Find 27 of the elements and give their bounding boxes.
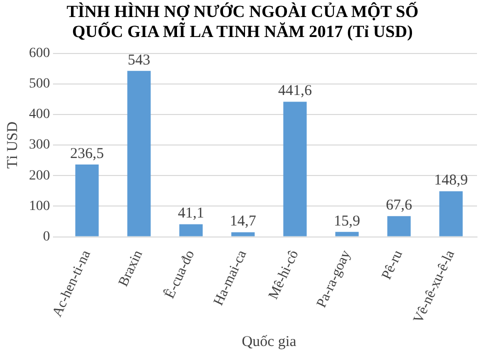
x-axis-title: Quốc gia: [242, 334, 297, 350]
bar: [283, 102, 307, 236]
bar: [439, 191, 463, 236]
y-tick-label: 300: [29, 138, 50, 153]
data-label: 14,7: [230, 214, 257, 230]
bar: [231, 232, 255, 236]
bar: [335, 232, 359, 236]
bar: [127, 70, 151, 236]
y-tick-label: 600: [29, 46, 50, 62]
bar: [387, 216, 411, 236]
data-label: 15,9: [334, 213, 360, 230]
data-label: 543: [128, 52, 150, 68]
x-tick-label: Pê-ru: [380, 248, 406, 282]
bar: [75, 164, 99, 236]
chart-title: TÌNH HÌNH NỢ NƯỚC NGOÀI CỦA MỘT SỐ QUỐC GIA MĨ LA TINH NĂM 2017 (Tỉ USD): [66, 2, 420, 42]
data-label: 441,6: [278, 83, 312, 100]
bar: [179, 224, 203, 236]
y-axis-title: Tỉ USD: [4, 121, 21, 169]
y-tick-label: 100: [29, 198, 50, 214]
y-tick-label: 0: [43, 229, 50, 244]
data-label: 67,6: [386, 198, 413, 214]
data-label: 41,1: [178, 206, 204, 222]
data-label: 236,5: [70, 146, 104, 162]
y-tick-label: 400: [29, 107, 50, 122]
y-tick-label: 500: [29, 76, 50, 92]
data-label: 148,9: [434, 172, 468, 189]
y-tick-label: 200: [29, 168, 50, 184]
